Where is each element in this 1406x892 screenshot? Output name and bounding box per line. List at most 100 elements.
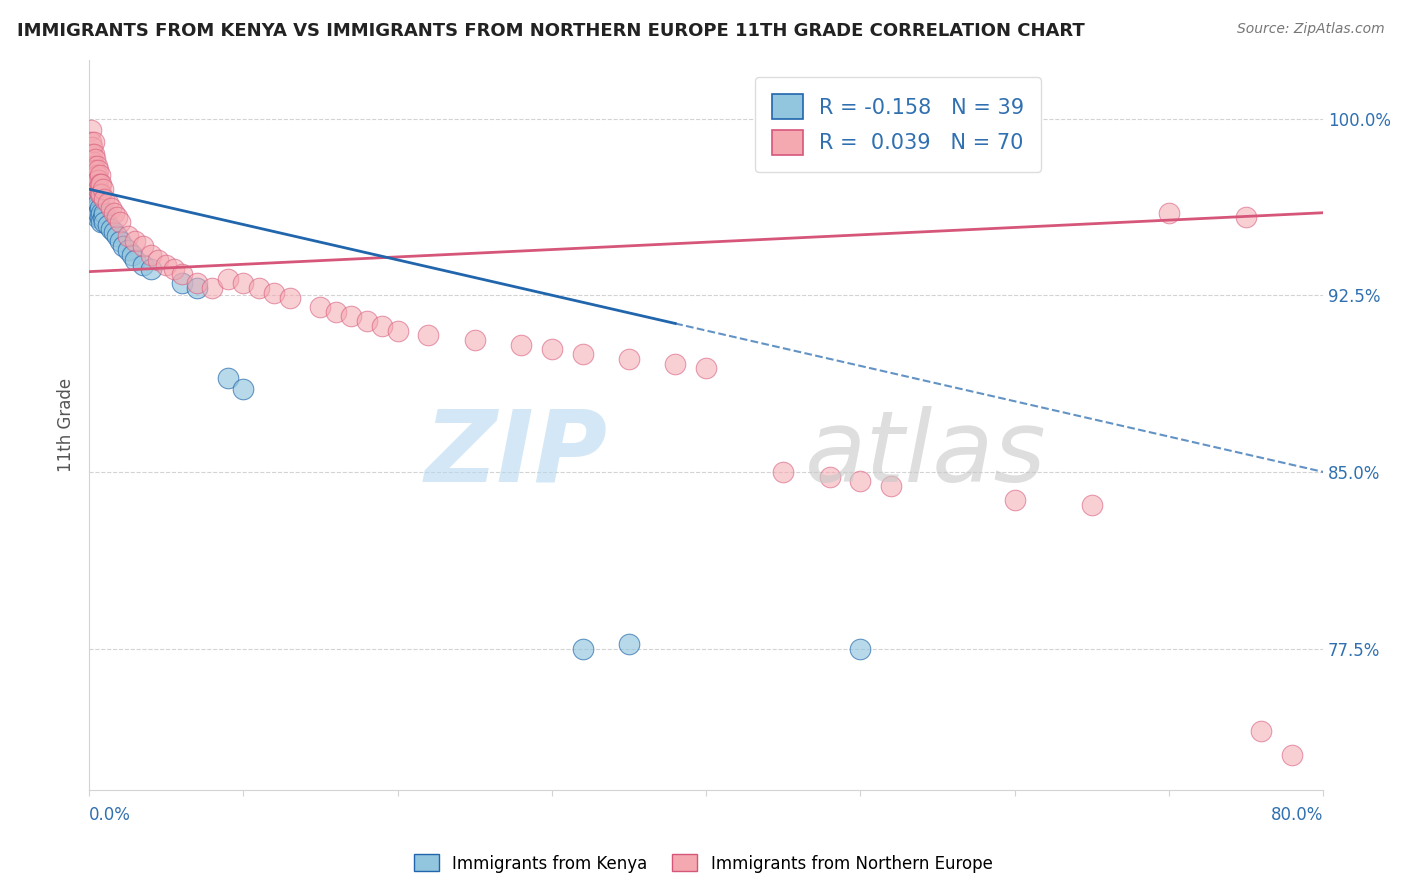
Point	[86, 211, 108, 225]
Point	[849, 641, 872, 656]
Point	[84, 170, 107, 185]
Point	[186, 277, 208, 291]
Point	[201, 281, 224, 295]
Point	[124, 234, 146, 248]
Point	[103, 206, 125, 220]
Point	[132, 238, 155, 252]
Y-axis label: 11th Grade: 11th Grade	[58, 377, 75, 472]
Point	[91, 211, 114, 225]
Point	[86, 159, 108, 173]
Point	[87, 173, 110, 187]
Point	[325, 304, 347, 318]
Point	[83, 194, 105, 208]
Point	[772, 465, 794, 479]
Point	[84, 186, 107, 201]
Point	[1157, 206, 1180, 220]
Point	[89, 186, 111, 201]
Text: IMMIGRANTS FROM KENYA VS IMMIGRANTS FROM NORTHERN EUROPE 11TH GRADE CORRELATION : IMMIGRANTS FROM KENYA VS IMMIGRANTS FROM…	[17, 22, 1084, 40]
Point	[232, 383, 254, 397]
Point	[89, 211, 111, 225]
Point	[89, 201, 111, 215]
Point	[79, 170, 101, 185]
Point	[163, 262, 186, 277]
Point	[93, 192, 115, 206]
Point	[1234, 211, 1257, 225]
Point	[79, 135, 101, 149]
Point	[139, 262, 162, 277]
Point	[97, 196, 120, 211]
Point	[121, 248, 143, 262]
Point	[83, 201, 105, 215]
Point	[83, 159, 105, 173]
Point	[1080, 498, 1102, 512]
Point	[87, 182, 110, 196]
Point	[124, 252, 146, 267]
Point	[100, 201, 122, 215]
Point	[571, 347, 593, 361]
Point	[90, 206, 112, 220]
Point	[540, 343, 562, 357]
Text: ZIP: ZIP	[425, 406, 607, 502]
Point	[93, 206, 115, 220]
Point	[170, 277, 193, 291]
Point	[82, 153, 104, 168]
Legend: Immigrants from Kenya, Immigrants from Northern Europe: Immigrants from Kenya, Immigrants from N…	[406, 847, 1000, 880]
Point	[90, 186, 112, 201]
Point	[278, 291, 301, 305]
Point	[82, 186, 104, 201]
Point	[880, 479, 903, 493]
Point	[186, 281, 208, 295]
Point	[664, 357, 686, 371]
Point	[84, 163, 107, 178]
Point	[82, 140, 104, 154]
Point	[82, 146, 104, 161]
Point	[89, 168, 111, 182]
Point	[83, 182, 105, 196]
Point	[86, 201, 108, 215]
Point	[86, 192, 108, 206]
Point	[117, 229, 139, 244]
Point	[695, 361, 717, 376]
Text: 0.0%: 0.0%	[89, 806, 131, 824]
Point	[818, 469, 841, 483]
Point	[155, 258, 177, 272]
Point	[83, 135, 105, 149]
Point	[91, 182, 114, 196]
Point	[849, 475, 872, 489]
Point	[309, 300, 332, 314]
Point	[387, 324, 409, 338]
Point	[1004, 493, 1026, 508]
Point	[148, 252, 170, 267]
Point	[108, 234, 131, 248]
Point	[93, 215, 115, 229]
Point	[86, 168, 108, 182]
Point	[87, 206, 110, 220]
Point	[90, 215, 112, 229]
Text: atlas: atlas	[804, 406, 1046, 502]
Text: Source: ZipAtlas.com: Source: ZipAtlas.com	[1237, 22, 1385, 37]
Point	[79, 123, 101, 137]
Point	[83, 170, 105, 185]
Point	[105, 211, 128, 225]
Point	[83, 163, 105, 178]
Point	[418, 328, 440, 343]
Point	[571, 641, 593, 656]
Legend: R = -0.158   N = 39, R =  0.039   N = 70: R = -0.158 N = 39, R = 0.039 N = 70	[755, 78, 1042, 172]
Point	[464, 333, 486, 347]
Point	[139, 248, 162, 262]
Point	[263, 285, 285, 300]
Point	[86, 178, 108, 192]
Point	[84, 196, 107, 211]
Point	[356, 314, 378, 328]
Point	[617, 637, 640, 651]
Point	[108, 215, 131, 229]
Point	[105, 229, 128, 244]
Point	[84, 152, 107, 166]
Point	[111, 238, 134, 252]
Point	[117, 244, 139, 258]
Point	[83, 146, 105, 161]
Point	[1250, 724, 1272, 739]
Point	[247, 281, 270, 295]
Point	[84, 206, 107, 220]
Text: 80.0%: 80.0%	[1271, 806, 1323, 824]
